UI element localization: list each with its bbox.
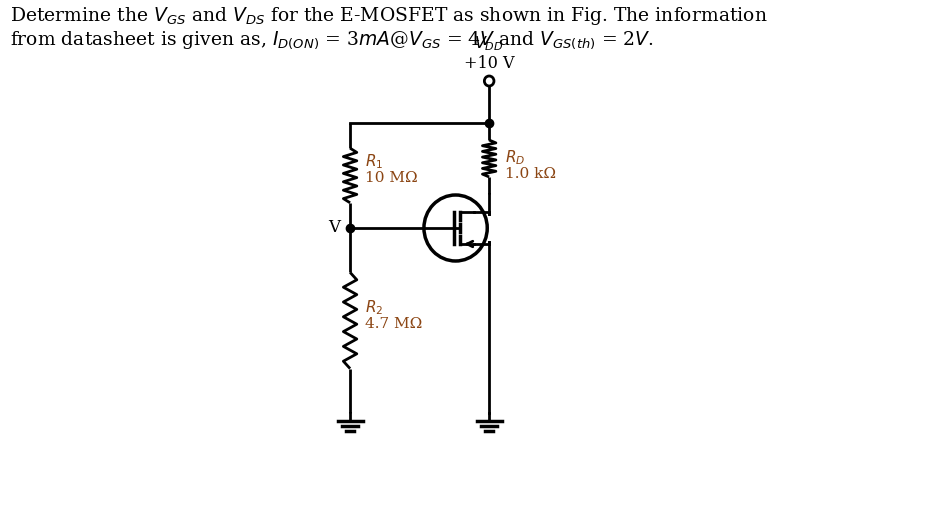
Text: Determine the $V_{GS}$ and $V_{DS}$ for the E-MOSFET as shown in Fig. The inform: Determine the $V_{GS}$ and $V_{DS}$ for … [9, 5, 767, 27]
Text: $R_2$: $R_2$ [366, 299, 384, 318]
Text: $R_D$: $R_D$ [505, 149, 524, 167]
Text: from datasheet is given as, $I_{D(ON)}$ = 3$mA$@$V_{GS}$ = 4$V$ and $V_{GS(th)}$: from datasheet is given as, $I_{D(ON)}$ … [9, 30, 654, 51]
Text: $V_{DD}$: $V_{DD}$ [475, 35, 504, 53]
Text: +10 V: +10 V [464, 55, 514, 72]
Text: 1.0 kΩ: 1.0 kΩ [505, 167, 555, 181]
Text: 4.7 MΩ: 4.7 MΩ [366, 317, 423, 331]
Text: V: V [328, 219, 340, 237]
Text: $R_1$: $R_1$ [366, 152, 384, 171]
Text: 10 MΩ: 10 MΩ [366, 171, 418, 185]
